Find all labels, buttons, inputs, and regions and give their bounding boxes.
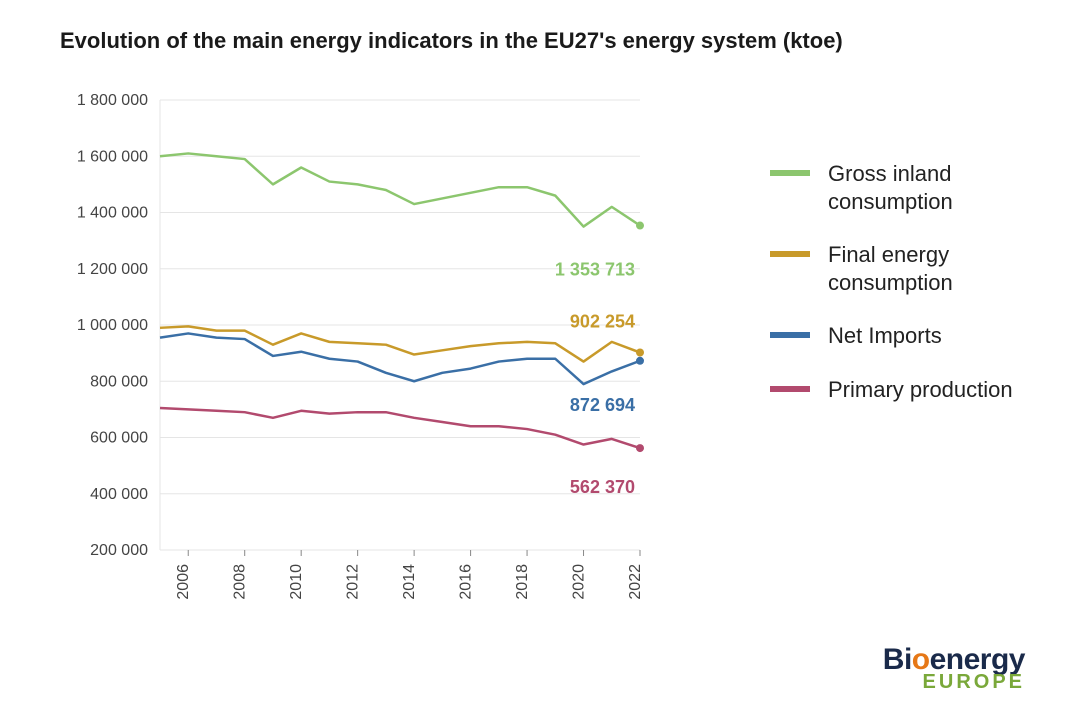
- svg-text:600 000: 600 000: [90, 430, 148, 447]
- end-marker-net_imports: [636, 357, 644, 365]
- svg-text:1 000 000: 1 000 000: [77, 317, 148, 334]
- end-marker-primary_prod: [636, 444, 644, 452]
- series-final_energy: [160, 326, 640, 361]
- legend-item-primary_prod: Primary production: [770, 376, 1040, 404]
- svg-text:800 000: 800 000: [90, 373, 148, 390]
- end-label-net_imports: 872 694: [570, 395, 635, 415]
- svg-text:2020: 2020: [571, 564, 588, 600]
- svg-text:1 600 000: 1 600 000: [77, 148, 148, 165]
- series-primary_prod: [160, 408, 640, 448]
- end-label-primary_prod: 562 370: [570, 477, 635, 497]
- legend-item-final_energy: Final energy consumption: [770, 241, 1040, 296]
- svg-text:1 800 000: 1 800 000: [77, 92, 148, 109]
- series-gross_inland: [160, 153, 640, 226]
- legend-swatch: [770, 386, 810, 392]
- brand-logo: Bioenergy EUROPE: [883, 643, 1025, 694]
- line-chart: 200 000 400 000 600 000 800 000 1 000 000 1 2…: [60, 80, 680, 640]
- svg-text:2006: 2006: [175, 564, 192, 600]
- legend-label: Gross inland consumption: [828, 160, 1040, 215]
- end-label-final_energy: 902 254: [570, 311, 635, 331]
- legend-label: Primary production: [828, 376, 1013, 404]
- svg-text:400 000: 400 000: [90, 486, 148, 503]
- svg-text:2022: 2022: [627, 564, 644, 600]
- svg-text:200 000: 200 000: [90, 542, 148, 559]
- chart-svg: 200 000 400 000 600 000 800 000 1 000 000 1 2…: [60, 80, 680, 640]
- legend-label: Net Imports: [828, 322, 942, 350]
- chart-title: Evolution of the main energy indicators …: [60, 28, 843, 54]
- legend-item-gross_inland: Gross inland consumption: [770, 160, 1040, 215]
- end-marker-gross_inland: [636, 222, 644, 230]
- svg-text:2012: 2012: [345, 564, 362, 600]
- svg-text:1 400 000: 1 400 000: [77, 205, 148, 222]
- logo-text-top: Bi: [883, 643, 912, 676]
- series-net_imports: [160, 333, 640, 384]
- end-label-gross_inland: 1 353 713: [555, 260, 635, 280]
- legend-label: Final energy consumption: [828, 241, 1040, 296]
- legend-item-net_imports: Net Imports: [770, 322, 1040, 350]
- svg-text:2018: 2018: [514, 564, 531, 600]
- svg-text:1 200 000: 1 200 000: [77, 261, 148, 278]
- legend-swatch: [770, 170, 810, 176]
- end-marker-final_energy: [636, 348, 644, 356]
- svg-text:2014: 2014: [401, 564, 418, 600]
- legend-swatch: [770, 251, 810, 257]
- svg-text:2008: 2008: [232, 564, 249, 600]
- legend-swatch: [770, 332, 810, 338]
- svg-text:2016: 2016: [458, 564, 475, 600]
- svg-text:2010: 2010: [288, 564, 305, 600]
- legend: Gross inland consumption Final energy con…: [770, 160, 1040, 429]
